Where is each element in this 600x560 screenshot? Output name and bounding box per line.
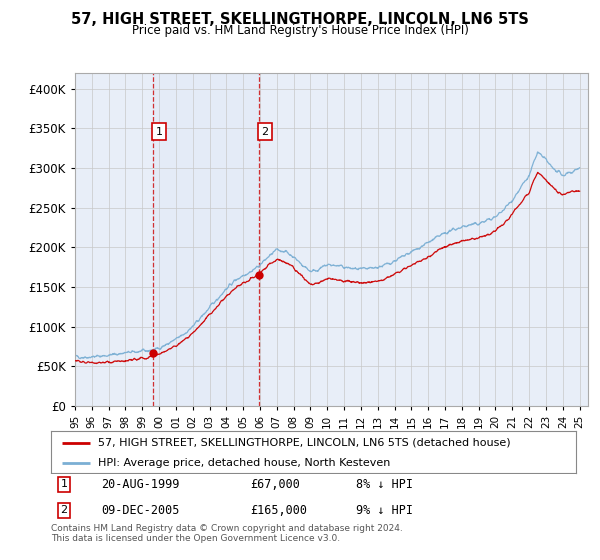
Text: 20-AUG-1999: 20-AUG-1999 <box>101 478 179 491</box>
Text: £67,000: £67,000 <box>251 478 301 491</box>
Bar <box>153 73 259 406</box>
Text: Contains HM Land Registry data © Crown copyright and database right 2024.
This d: Contains HM Land Registry data © Crown c… <box>51 524 403 543</box>
Text: £165,000: £165,000 <box>251 504 308 517</box>
Text: 9% ↓ HPI: 9% ↓ HPI <box>355 504 413 517</box>
Text: 1: 1 <box>61 479 68 489</box>
Text: 2: 2 <box>261 127 268 137</box>
Text: 09-DEC-2005: 09-DEC-2005 <box>101 504 179 517</box>
Text: 2: 2 <box>61 506 68 516</box>
Text: Price paid vs. HM Land Registry's House Price Index (HPI): Price paid vs. HM Land Registry's House … <box>131 24 469 36</box>
Text: 8% ↓ HPI: 8% ↓ HPI <box>355 478 413 491</box>
Text: 1: 1 <box>155 127 163 137</box>
Text: 57, HIGH STREET, SKELLINGTHORPE, LINCOLN, LN6 5TS (detached house): 57, HIGH STREET, SKELLINGTHORPE, LINCOLN… <box>98 438 511 448</box>
Text: 57, HIGH STREET, SKELLINGTHORPE, LINCOLN, LN6 5TS: 57, HIGH STREET, SKELLINGTHORPE, LINCOLN… <box>71 12 529 27</box>
Text: HPI: Average price, detached house, North Kesteven: HPI: Average price, detached house, Nort… <box>98 458 391 468</box>
